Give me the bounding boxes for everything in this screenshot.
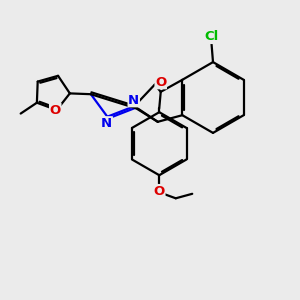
Text: O: O — [154, 184, 165, 198]
Text: O: O — [50, 103, 61, 116]
Text: N: N — [128, 94, 139, 107]
Text: O: O — [155, 76, 166, 89]
Text: Cl: Cl — [204, 30, 219, 44]
Text: N: N — [101, 117, 112, 130]
